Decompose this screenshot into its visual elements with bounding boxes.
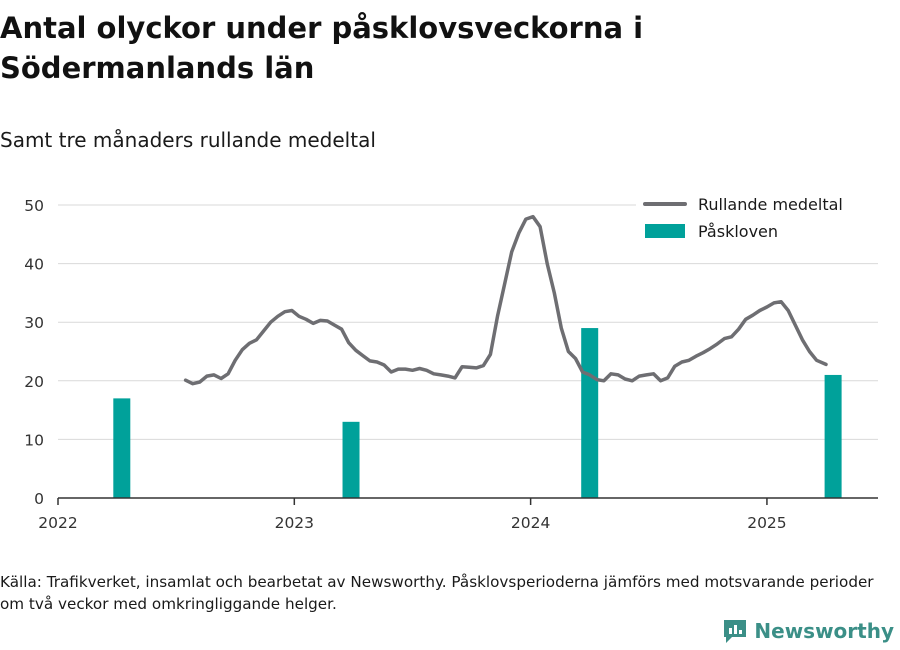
line-layer — [183, 214, 828, 386]
brand-name: Newsworthy — [754, 619, 894, 643]
y-tick-label: 30 — [24, 314, 44, 332]
legend-background — [636, 192, 880, 250]
brand[interactable]: Newsworthy — [722, 618, 894, 644]
axis-layer: 0 10 20 30 40 50 2022 2023 2024 2025 — [24, 197, 878, 532]
newsworthy-logo-icon — [724, 620, 747, 643]
legend-bar-swatch — [645, 224, 685, 238]
x-tick-label: 2022 — [38, 514, 77, 532]
chart-title: Antal olyckor under påsklovsveckorna i S… — [0, 11, 644, 85]
bar-layer — [113, 328, 842, 498]
chart: 0 10 20 30 40 50 2022 2023 2024 2025 Rullande med… — [24, 192, 880, 532]
chart-subtitle: Samt tre månaders rullande medeltal — [0, 128, 376, 152]
y-tick-label: 50 — [24, 197, 44, 215]
bar-paskloven — [824, 374, 842, 498]
x-tick-label: 2025 — [747, 514, 786, 532]
y-tick-label: 0 — [34, 490, 44, 508]
legend-label-paskloven: Påskloven — [698, 222, 778, 241]
x-tick-label: 2023 — [275, 514, 314, 532]
y-tick-label: 10 — [24, 431, 44, 449]
legend: Rullande medeltal Påskloven — [636, 192, 880, 250]
y-tick-label: 40 — [24, 256, 44, 274]
y-tick-label: 20 — [24, 373, 44, 391]
bar-paskloven — [581, 328, 599, 498]
bar-paskloven — [342, 421, 360, 498]
line-rullande-medeltal — [183, 214, 828, 386]
bar-paskloven — [113, 398, 131, 498]
source-note: Källa: Trafikverket, insamlat och bearbe… — [0, 573, 874, 613]
legend-label-rullande: Rullande medeltal — [698, 195, 843, 214]
grid-layer — [58, 204, 878, 440]
x-tick-label: 2024 — [511, 514, 550, 532]
